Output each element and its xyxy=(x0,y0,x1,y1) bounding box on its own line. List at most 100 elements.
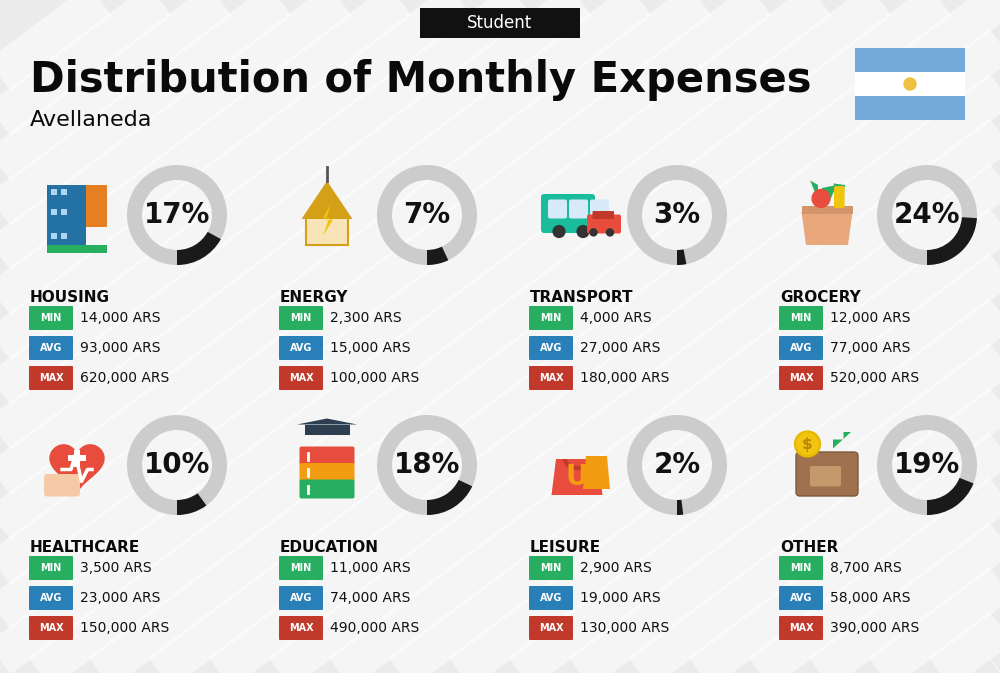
FancyBboxPatch shape xyxy=(61,189,67,195)
Text: MIN: MIN xyxy=(540,313,562,323)
Text: 19%: 19% xyxy=(894,451,960,479)
Text: 19,000 ARS: 19,000 ARS xyxy=(580,591,661,605)
Text: MIN: MIN xyxy=(290,563,312,573)
Text: ENERGY: ENERGY xyxy=(280,290,349,305)
Text: 18%: 18% xyxy=(394,451,460,479)
Text: 27,000 ARS: 27,000 ARS xyxy=(580,341,660,355)
Text: Avellaneda: Avellaneda xyxy=(30,110,152,130)
Text: 7%: 7% xyxy=(403,201,451,229)
FancyBboxPatch shape xyxy=(51,209,57,215)
Text: 24%: 24% xyxy=(894,201,960,229)
Wedge shape xyxy=(177,493,206,515)
FancyBboxPatch shape xyxy=(587,215,621,234)
Text: HEALTHCARE: HEALTHCARE xyxy=(30,540,140,555)
Wedge shape xyxy=(927,478,973,515)
FancyBboxPatch shape xyxy=(779,586,823,610)
Text: MAX: MAX xyxy=(789,373,813,383)
Text: LEISURE: LEISURE xyxy=(530,540,601,555)
Circle shape xyxy=(552,225,566,238)
FancyBboxPatch shape xyxy=(779,306,823,330)
Text: MAX: MAX xyxy=(289,623,313,633)
FancyBboxPatch shape xyxy=(779,616,823,640)
FancyBboxPatch shape xyxy=(810,466,841,487)
Polygon shape xyxy=(833,432,851,448)
Polygon shape xyxy=(822,185,837,200)
FancyBboxPatch shape xyxy=(855,48,965,72)
FancyBboxPatch shape xyxy=(29,586,73,610)
FancyBboxPatch shape xyxy=(29,616,73,640)
Polygon shape xyxy=(583,456,610,489)
Circle shape xyxy=(904,78,916,90)
FancyBboxPatch shape xyxy=(279,306,323,330)
Text: MAX: MAX xyxy=(539,623,563,633)
FancyBboxPatch shape xyxy=(51,233,57,239)
Text: 15,000 ARS: 15,000 ARS xyxy=(330,341,411,355)
Text: AVG: AVG xyxy=(40,593,62,603)
FancyBboxPatch shape xyxy=(529,586,573,610)
FancyBboxPatch shape xyxy=(51,189,57,195)
Text: AVG: AVG xyxy=(790,343,812,353)
Text: 4,000 ARS: 4,000 ARS xyxy=(580,311,652,325)
FancyBboxPatch shape xyxy=(569,199,588,219)
Circle shape xyxy=(606,228,614,237)
FancyBboxPatch shape xyxy=(529,306,573,330)
FancyBboxPatch shape xyxy=(86,185,107,227)
Polygon shape xyxy=(302,181,352,219)
Text: 180,000 ARS: 180,000 ARS xyxy=(580,371,669,385)
FancyBboxPatch shape xyxy=(529,366,573,390)
Text: 11,000 ARS: 11,000 ARS xyxy=(330,561,411,575)
Text: GROCERY: GROCERY xyxy=(780,290,861,305)
Polygon shape xyxy=(50,445,104,494)
Text: MAX: MAX xyxy=(39,623,63,633)
Text: OTHER: OTHER xyxy=(780,540,838,555)
Text: 58,000 ARS: 58,000 ARS xyxy=(830,591,910,605)
FancyBboxPatch shape xyxy=(779,366,823,390)
Wedge shape xyxy=(627,415,727,515)
Text: MIN: MIN xyxy=(290,313,312,323)
FancyBboxPatch shape xyxy=(74,450,80,466)
Polygon shape xyxy=(810,180,818,200)
FancyBboxPatch shape xyxy=(47,185,86,245)
Polygon shape xyxy=(306,185,348,245)
Text: 93,000 ARS: 93,000 ARS xyxy=(80,341,160,355)
Text: 490,000 ARS: 490,000 ARS xyxy=(330,621,419,635)
Text: 100,000 ARS: 100,000 ARS xyxy=(330,371,419,385)
FancyBboxPatch shape xyxy=(855,72,965,96)
Text: AVG: AVG xyxy=(540,593,562,603)
FancyBboxPatch shape xyxy=(61,233,67,239)
Wedge shape xyxy=(627,165,727,265)
Text: 23,000 ARS: 23,000 ARS xyxy=(80,591,160,605)
FancyBboxPatch shape xyxy=(68,454,86,460)
Text: 74,000 ARS: 74,000 ARS xyxy=(330,591,410,605)
Text: AVG: AVG xyxy=(790,593,812,603)
Polygon shape xyxy=(802,212,852,245)
Text: MAX: MAX xyxy=(39,373,63,383)
Text: $: $ xyxy=(802,437,813,452)
FancyBboxPatch shape xyxy=(279,336,323,360)
Text: 620,000 ARS: 620,000 ARS xyxy=(80,371,169,385)
Text: 10%: 10% xyxy=(144,451,210,479)
Wedge shape xyxy=(877,165,977,265)
Polygon shape xyxy=(552,459,602,495)
Circle shape xyxy=(811,189,831,208)
Wedge shape xyxy=(427,480,472,515)
Circle shape xyxy=(795,431,820,456)
Text: 3,500 ARS: 3,500 ARS xyxy=(80,561,152,575)
FancyBboxPatch shape xyxy=(548,199,567,219)
Text: MIN: MIN xyxy=(790,313,812,323)
FancyBboxPatch shape xyxy=(29,336,73,360)
Text: 2,300 ARS: 2,300 ARS xyxy=(330,311,402,325)
Text: MIN: MIN xyxy=(790,563,812,573)
Text: 390,000 ARS: 390,000 ARS xyxy=(830,621,919,635)
Wedge shape xyxy=(427,247,448,265)
FancyBboxPatch shape xyxy=(541,194,595,233)
FancyBboxPatch shape xyxy=(529,336,573,360)
FancyBboxPatch shape xyxy=(279,366,323,390)
Text: 2%: 2% xyxy=(653,451,701,479)
FancyBboxPatch shape xyxy=(44,474,80,497)
FancyBboxPatch shape xyxy=(802,206,852,213)
Text: AVG: AVG xyxy=(40,343,62,353)
Text: MAX: MAX xyxy=(539,373,563,383)
Text: AVG: AVG xyxy=(540,343,562,353)
FancyBboxPatch shape xyxy=(592,211,614,219)
